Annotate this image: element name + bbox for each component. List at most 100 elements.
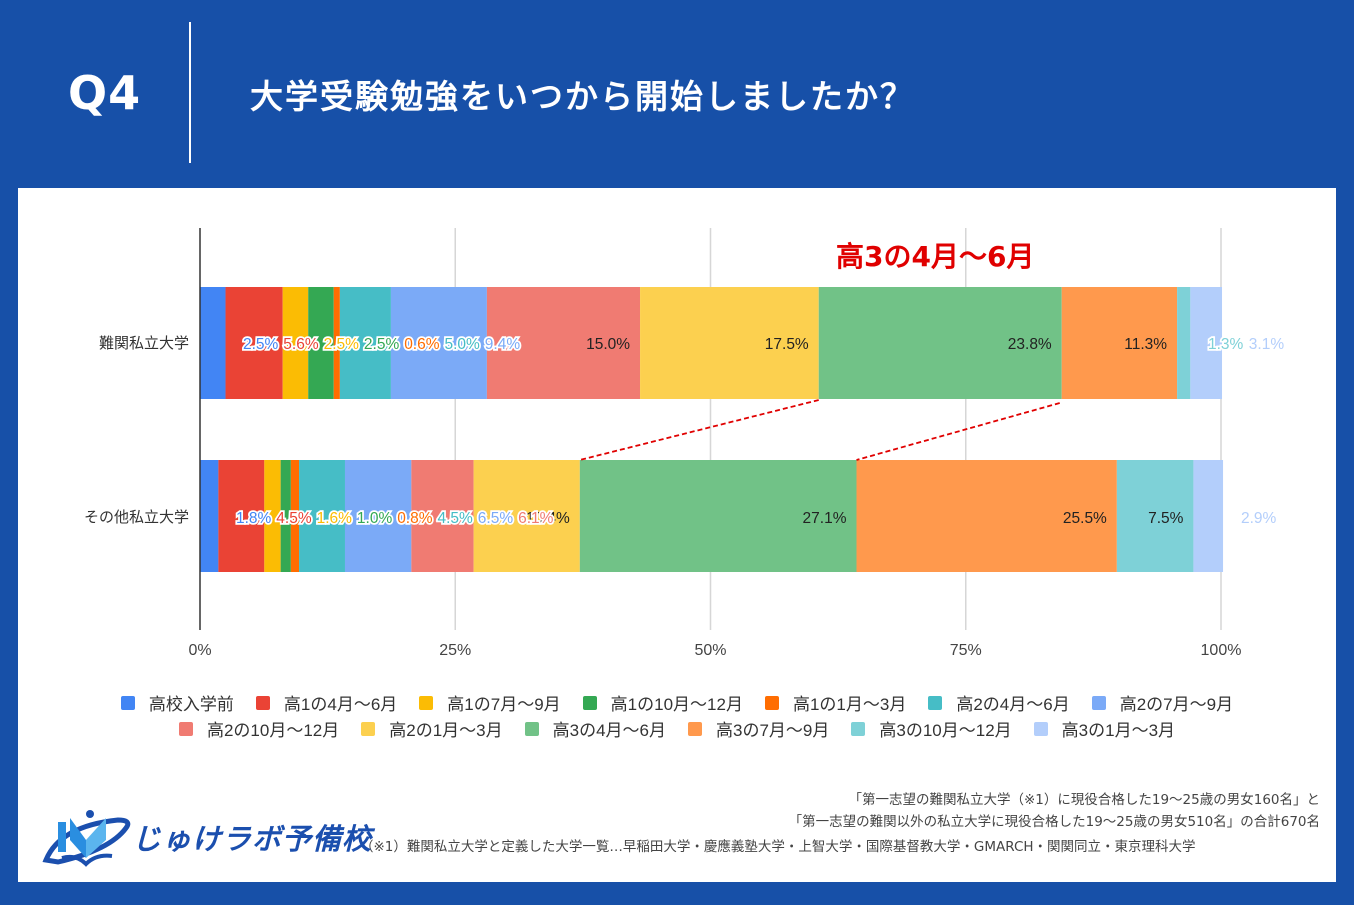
data-label: 1.3% [1208, 336, 1244, 353]
data-label: 25.5% [1063, 510, 1107, 527]
legend-label: 高2の10月～12月 [206, 721, 340, 740]
legend-item: 高2の10月～12月 [178, 716, 340, 741]
page-title: 大学受験勉強をいつから開始しましたか？ [250, 77, 915, 116]
data-label: 5.6% [283, 336, 319, 353]
data-label: 2.9% [1241, 510, 1277, 527]
brand-logo: じゅけラボ予備校 [40, 806, 371, 870]
legend-swatch [928, 695, 943, 710]
bar-segment [1190, 287, 1223, 399]
data-label: 1.0% [357, 510, 393, 527]
bar-segment [218, 460, 265, 572]
legend-swatch [851, 721, 866, 736]
legend-label: 高校入学前 [148, 695, 234, 714]
bar-segment [640, 287, 819, 399]
legend-label: 高1の10月～12月 [610, 695, 743, 714]
bar-segment [818, 287, 1062, 399]
open-book-logo-icon [42, 810, 131, 867]
bar-segment [290, 460, 300, 572]
bar-segment [390, 287, 487, 399]
bar-segment [200, 460, 219, 572]
brand-name: じゅけラボ予備校 [132, 822, 373, 856]
legend-swatch [524, 721, 539, 736]
x-tick-label: 75% [950, 642, 982, 659]
legend-item: 高1の10月～12月 [582, 690, 743, 715]
x-tick-label: 25% [439, 642, 471, 659]
data-label: 1.6% [317, 510, 353, 527]
bar-segment [299, 460, 345, 572]
data-label: 3.1% [1249, 336, 1285, 353]
bar-segment [282, 287, 309, 399]
header-divider [189, 22, 191, 163]
data-label: 11.3% [1124, 336, 1167, 353]
bar-segment [200, 287, 226, 399]
legend-swatch [764, 695, 779, 710]
data-label: 4.5% [438, 510, 474, 527]
highlight-connector-right [856, 402, 1060, 461]
bar-segment [339, 287, 391, 399]
bar-segment [344, 460, 412, 572]
legend-row-2: 高2の10月～12月 高2の1月～3月 高3の4月～6月 高3の7月～9月 高3の10月… [0, 716, 1354, 741]
data-label: 6.1% [518, 510, 554, 527]
data-label: 2.5% [364, 336, 400, 353]
legend-swatch [688, 721, 702, 736]
legend-label: 高2の4月～6月 [956, 695, 1070, 714]
legend-swatch [582, 695, 597, 710]
data-label: 10.4% [526, 510, 570, 527]
highlight-annotation: 高3の4月～6月 [836, 240, 1034, 273]
annotation-layer: 高3の4月～6月 [579, 240, 1060, 461]
bars-layer [200, 287, 1224, 572]
data-label: 17.5% [765, 336, 809, 353]
data-label: 5.0% [445, 336, 481, 353]
legend-label: 高1の7月～9月 [447, 695, 561, 714]
legend-item: 高校入学前 [120, 690, 234, 715]
legend-item: 高3の7月～9月 [688, 716, 829, 741]
header-question-number: Q4 [68, 66, 142, 120]
bar-segment [579, 460, 857, 572]
legend-label: 高3の10月～12月 [879, 721, 1012, 740]
legend-label: 高2の1月～3月 [389, 721, 503, 740]
legend-row-1: 高校入学前 高1の4月～6月 高1の7月～9月 高1の10月～12月 高1の1月～3月 高… [0, 690, 1354, 715]
data-label: 1.8% [236, 510, 272, 527]
x-tick-label: 0% [188, 642, 211, 659]
legend-label: 高3の1月～3月 [1061, 721, 1176, 740]
data-label: 7.5% [1148, 510, 1184, 527]
legend-label: 高2の7月～9月 [1119, 695, 1234, 714]
legend-swatch [1033, 721, 1048, 736]
legend-label: 高3の7月～9月 [716, 721, 830, 740]
bar-segment [1177, 287, 1191, 399]
legend-item: 高2の4月～6月 [928, 690, 1070, 715]
data-label: 9.4% [485, 336, 521, 353]
legend-item: 高3の1月～3月 [1033, 716, 1176, 741]
sample-note-line-2: 「第一志望の難関以外の私立大学に現役合格した19～25歳の男女510名」の合計6… [788, 814, 1320, 830]
bar-segment [225, 287, 283, 399]
category-label: 難関私立大学 [99, 334, 189, 352]
x-tick-label: 50% [694, 642, 726, 659]
data-label: 4.5% [276, 510, 312, 527]
data-label: 0.8% [397, 510, 433, 527]
legend-item: 高1の7月～9月 [419, 690, 561, 715]
data-label: 6.5% [478, 510, 514, 527]
bar-segment [280, 460, 291, 572]
data-label: 0.6% [404, 336, 440, 353]
legend-item: 高2の7月～9月 [1091, 690, 1234, 715]
x-tick-label: 100% [1201, 642, 1242, 659]
legend-swatch [361, 721, 376, 736]
legend-label: 高1の4月～6月 [283, 695, 398, 714]
legend-swatch [1091, 695, 1106, 710]
legend-item: 高1の1月～3月 [764, 690, 906, 715]
data-label: 2.5% [243, 336, 279, 353]
bar-segment [486, 287, 641, 399]
data-label: 23.8% [1008, 336, 1052, 353]
legend-item: 高2の1月～3月 [361, 716, 503, 741]
bar-segment [1061, 287, 1178, 399]
legend-swatch [178, 721, 193, 736]
bar-segment [264, 460, 281, 572]
bar-segment [473, 460, 580, 572]
legend-swatch [419, 695, 434, 710]
bar-segment [1193, 460, 1224, 572]
highlight-connector-left [579, 399, 819, 461]
bar-segment [856, 460, 1117, 572]
bar-segment [333, 287, 340, 399]
